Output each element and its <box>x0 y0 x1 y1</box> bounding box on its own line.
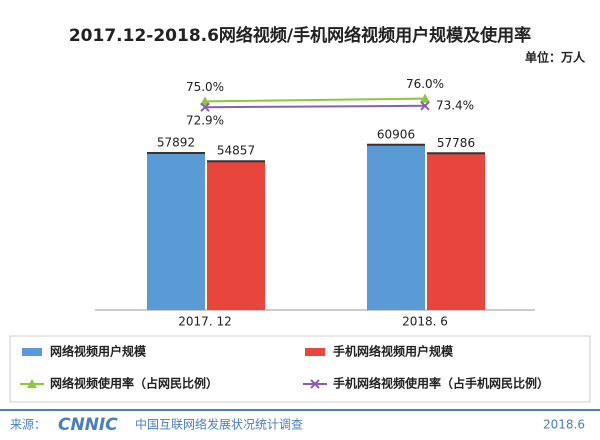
legend-label: 手机网络视频使用率（占手机网民比例） <box>333 376 549 391</box>
point <box>200 102 210 112</box>
value-label: 72.9% <box>186 114 224 128</box>
value-label: 57786 <box>437 136 475 150</box>
point <box>420 101 430 111</box>
bar <box>147 152 205 310</box>
legend-swatch <box>22 348 42 356</box>
x-tick-label: 2018. 6 <box>402 315 448 329</box>
point <box>310 379 320 389</box>
x-tick-label: 2017. 12 <box>178 315 231 329</box>
line <box>204 104 426 109</box>
legend-label: 手机网络视频用户规模 <box>333 344 454 359</box>
value-label: 54857 <box>217 144 255 158</box>
bar <box>367 144 425 310</box>
legend-label: 网络视频用户规模 <box>50 344 147 359</box>
value-label: 73.4% <box>436 98 474 112</box>
bar <box>427 153 485 310</box>
point <box>200 96 210 106</box>
legend-box <box>9 335 591 403</box>
value-label: 60906 <box>377 127 415 141</box>
line <box>204 97 426 103</box>
source-label: 来源： <box>10 418 46 432</box>
legend-swatch <box>305 348 325 356</box>
source-name: 中国互联网络发展状况统计调查 <box>135 417 303 432</box>
point <box>420 93 430 103</box>
point <box>27 379 37 388</box>
value-label: 57892 <box>157 135 195 149</box>
bar <box>207 161 265 310</box>
value-label: 75.0% <box>186 80 224 94</box>
unit-label: 单位：万人 <box>525 50 586 65</box>
value-label: 76.0% <box>406 77 444 91</box>
chart-title: 2017.12-2018.6网络视频/手机网络视频用户规模及使用率 <box>69 25 531 46</box>
legend-label: 网络视频使用率（占网民比例） <box>50 376 218 391</box>
source-logo: CNNIC <box>58 415 118 435</box>
date: 2018.6 <box>543 418 585 432</box>
